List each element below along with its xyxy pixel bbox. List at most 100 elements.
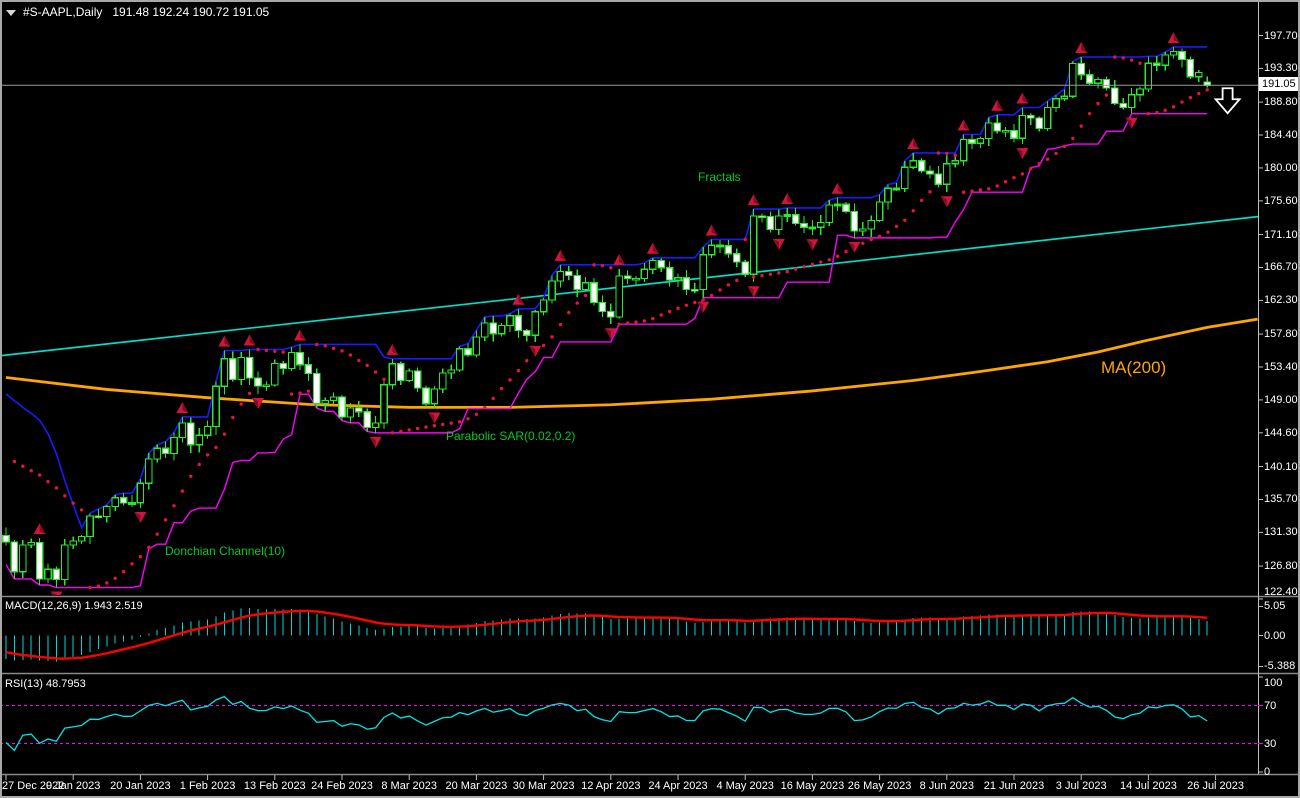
candle <box>598 295 607 318</box>
candle <box>976 136 985 149</box>
candle <box>77 534 86 544</box>
sar-dot <box>751 275 756 279</box>
sar-dot <box>726 283 731 287</box>
sar-dot <box>96 584 101 588</box>
sar-dot <box>214 445 218 450</box>
sar-dot <box>163 518 168 522</box>
chart-dropdown-icon[interactable] <box>6 9 16 16</box>
price-axis-label: 184.40 <box>1264 129 1298 142</box>
price-axis-label: 157.80 <box>1264 328 1298 341</box>
candle <box>1161 52 1170 71</box>
sar-dot <box>516 368 521 373</box>
candle <box>1085 69 1094 86</box>
candle <box>254 371 262 395</box>
candle <box>1077 56 1086 80</box>
candle <box>665 261 674 287</box>
price-panel[interactable] <box>0 31 1258 603</box>
candle <box>850 203 859 238</box>
time-axis-label: 9 Jan 2023 <box>45 780 101 792</box>
candle <box>439 368 447 394</box>
rsi-axis-label: 70 <box>1264 699 1277 712</box>
sar-dot <box>911 209 915 213</box>
candle <box>783 207 792 222</box>
candle <box>271 359 279 387</box>
candle <box>153 444 162 463</box>
sar-dot <box>1071 136 1075 141</box>
candle <box>19 539 27 579</box>
sar-dot <box>323 344 327 348</box>
sar-dot <box>155 532 159 536</box>
candle <box>959 134 968 166</box>
candle <box>1068 61 1077 99</box>
macd-signal-line <box>5 609 1208 660</box>
sar-dot <box>961 190 966 194</box>
candle <box>296 344 304 370</box>
price-axis-label: 197.70 <box>1264 29 1298 42</box>
candle <box>481 316 489 342</box>
candle <box>573 269 582 297</box>
sar-dot <box>558 322 563 327</box>
sar-dot <box>869 237 873 242</box>
sar-dot <box>844 249 848 254</box>
candle <box>648 257 657 275</box>
sar-dot <box>54 486 59 490</box>
sar-dot <box>239 402 243 406</box>
trendline[interactable] <box>0 215 1258 357</box>
sar-dot <box>1197 91 1201 96</box>
candle <box>60 538 69 586</box>
price-axis-label: 180.00 <box>1264 161 1298 174</box>
candle <box>942 155 951 193</box>
sar-dot <box>1020 172 1025 176</box>
time-axis-label: 20 Jan 2023 <box>110 780 171 792</box>
sar-dot <box>676 306 680 311</box>
candle <box>145 453 153 490</box>
sar-dot <box>760 273 764 278</box>
candle <box>86 513 94 545</box>
sar-dot <box>978 188 983 192</box>
sar-dot <box>617 322 621 326</box>
candle <box>816 214 825 235</box>
candle <box>951 155 960 168</box>
candle <box>564 265 573 281</box>
rsi-line <box>5 695 1208 752</box>
candle <box>724 240 733 259</box>
candle <box>741 259 750 277</box>
sar-dot <box>877 234 882 239</box>
candle <box>867 215 876 238</box>
sar-dot <box>483 405 487 410</box>
candle <box>397 361 405 386</box>
candle <box>27 538 36 549</box>
candle <box>489 315 498 342</box>
price-axis-label: 166.70 <box>1264 261 1298 274</box>
sell-signal-arrow-icon[interactable] <box>1213 87 1242 115</box>
candle <box>522 328 531 342</box>
sar-dot <box>441 422 445 427</box>
sar-dot <box>625 321 630 325</box>
sar-dot <box>609 266 613 270</box>
rsi-axis-label: 0 <box>1264 766 1271 778</box>
donchian-lower-line <box>5 112 1208 589</box>
price-axis-label: 144.60 <box>1264 426 1298 439</box>
rsi-panel[interactable] <box>0 695 1258 752</box>
candle <box>1186 56 1195 79</box>
candle <box>1060 89 1069 101</box>
candle <box>1026 113 1035 125</box>
sar-dot <box>819 260 823 264</box>
candle <box>1127 87 1136 114</box>
candle <box>984 117 993 146</box>
sar-dot <box>37 473 42 477</box>
macd-panel[interactable] <box>5 608 1208 662</box>
candle <box>413 367 422 393</box>
sar-dot <box>743 237 747 242</box>
time-axis-label: 8 Mar 2023 <box>381 780 438 792</box>
sar-dot <box>1003 179 1008 184</box>
sar-dot <box>583 293 588 298</box>
candle <box>338 394 346 421</box>
sar-dot <box>407 428 411 432</box>
candle <box>900 160 909 193</box>
rsi-panel-label: RSI(13) 48.7953 <box>5 678 86 690</box>
sar-dot <box>634 320 638 324</box>
candle <box>136 478 145 509</box>
candle <box>52 566 61 588</box>
